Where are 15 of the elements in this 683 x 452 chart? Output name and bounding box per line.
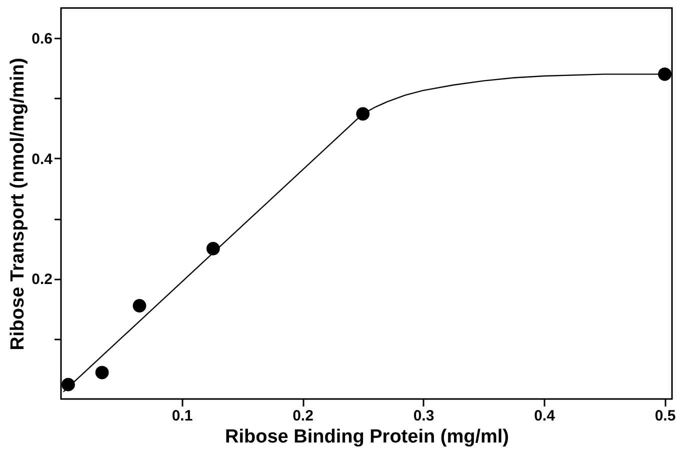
x-axis-title: Ribose Binding Protein (mg/ml): [225, 426, 509, 448]
y-tick-label: 0.6: [32, 30, 52, 48]
x-tick-label: 0.4: [534, 408, 556, 424]
point: [132, 299, 146, 312]
point: [206, 242, 220, 256]
point: [62, 378, 75, 392]
x-tick-label: 0.2: [292, 408, 314, 424]
x-tick-label: 0.5: [654, 408, 676, 424]
point: [95, 366, 109, 380]
x-tick-label: 0.3: [413, 408, 434, 424]
y-tick-label: 0.4: [32, 150, 54, 168]
x-tick-label: 0.1: [172, 408, 193, 424]
y-tick-label: 0.2: [32, 271, 52, 288]
y-axis-title: Ribose Transport (nmol/mg/min): [8, 58, 29, 350]
point: [658, 67, 672, 81]
